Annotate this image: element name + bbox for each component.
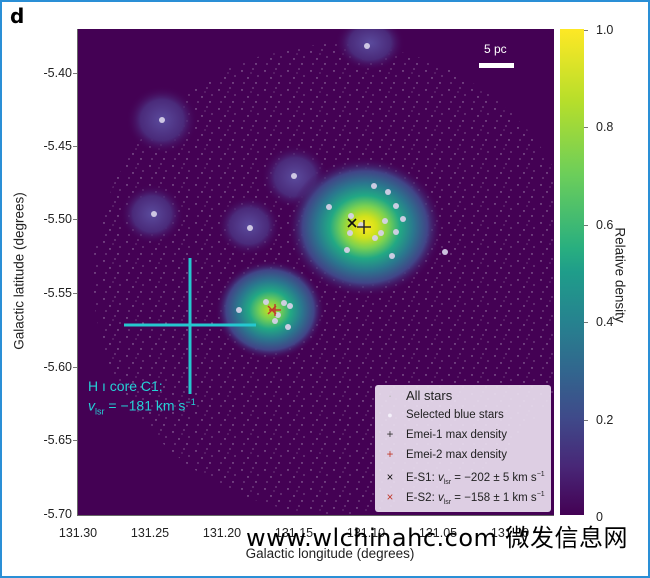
dot-icon: · <box>387 388 393 403</box>
x-tick: 131.20 <box>202 526 242 540</box>
y-tick-mark <box>73 146 77 147</box>
x-tick: 131.05 <box>418 526 458 540</box>
legend-item-emei-1: + Emei-1 max density <box>383 429 507 441</box>
colorbar-tick-mark <box>584 225 588 226</box>
y-tick-mark <box>73 293 77 294</box>
legend-item-e-s2: × E-S2: vlsr = −158 ± 1 km s−1 <box>383 491 545 506</box>
watermark: www.wlchinahc.com 微发信息网 <box>246 524 629 552</box>
colorbar-tick-mark <box>584 127 588 128</box>
y-tick-mark <box>73 73 77 74</box>
emei-1-max-density-marker <box>357 220 371 234</box>
x-tick: 131.30 <box>58 526 98 540</box>
cross-icon: × <box>386 491 394 504</box>
scale-bar <box>479 63 514 68</box>
colorbar-tick-mark <box>584 30 588 31</box>
circle-icon: ● <box>387 410 393 420</box>
y-tick: -5.65 <box>43 433 73 447</box>
y-axis: -5.40 -5.45 -5.50 -5.55 -5.60 -5.65 -5.7… <box>0 0 73 578</box>
y-tick-mark <box>73 219 77 220</box>
y-tick: -5.70 <box>43 507 73 521</box>
hi-core-c1-marker <box>124 258 256 394</box>
legend-item-all-stars: · All stars <box>383 388 452 403</box>
x-axis-label: Galactic longitude (degrees) <box>245 546 415 561</box>
legend-item-selected-blue-stars: ● Selected blue stars <box>383 409 504 421</box>
x-tick: 131.00 <box>490 526 530 540</box>
hi-core-annotation: H ı core C1: vlsr = −181 km s−1 <box>88 378 196 419</box>
emei-2-max-density-marker <box>269 304 281 316</box>
legend-item-e-s1: × E-S1: vlsr = −202 ± 5 km s−1 <box>383 471 545 486</box>
y-tick: -5.40 <box>43 66 73 80</box>
y-tick: -5.60 <box>43 360 73 374</box>
x-tick: 131.10 <box>346 526 386 540</box>
legend-item-emei-2: + Emei-2 max density <box>383 449 507 461</box>
colorbar-label: Relative density <box>612 227 628 323</box>
y-tick: -5.50 <box>43 212 73 226</box>
e-s2-marker <box>267 305 277 315</box>
hi-core-velocity: vlsr = −181 km s−1 <box>88 397 196 417</box>
colorbar <box>560 29 584 515</box>
y-axis-label: Galactic latitude (degrees) <box>11 192 27 350</box>
y-tick-mark <box>73 440 77 441</box>
colorbar-tick: 0.2 <box>596 413 614 427</box>
selected-blue-stars <box>151 43 448 330</box>
plus-icon: + <box>386 429 394 441</box>
hi-core-title: H ı core C1: <box>88 378 163 394</box>
colorbar-tick-mark <box>584 322 588 323</box>
y-tick-mark <box>73 367 77 368</box>
colorbar-tick: 0.6 <box>596 218 614 232</box>
plus-icon: + <box>386 449 394 461</box>
panel-letter: d <box>10 4 25 28</box>
e-s1-marker <box>347 218 357 228</box>
colorbar-tick: 1.0 <box>596 23 614 37</box>
y-tick: -5.45 <box>43 139 73 153</box>
legend: · All stars ● Selected blue stars + Emei-1 … <box>375 385 551 512</box>
colorbar-tick: 0 <box>596 510 603 524</box>
cross-icon: × <box>386 471 394 484</box>
x-tick: 131.25 <box>130 526 170 540</box>
colorbar-tick-mark <box>584 420 588 421</box>
y-tick: -5.55 <box>43 286 73 300</box>
scale-bar-label: 5 pc <box>484 42 507 56</box>
x-tick: 131.15 <box>274 526 314 540</box>
colorbar-tick: 0.4 <box>596 315 614 329</box>
colorbar-tick: 0.8 <box>596 120 614 134</box>
